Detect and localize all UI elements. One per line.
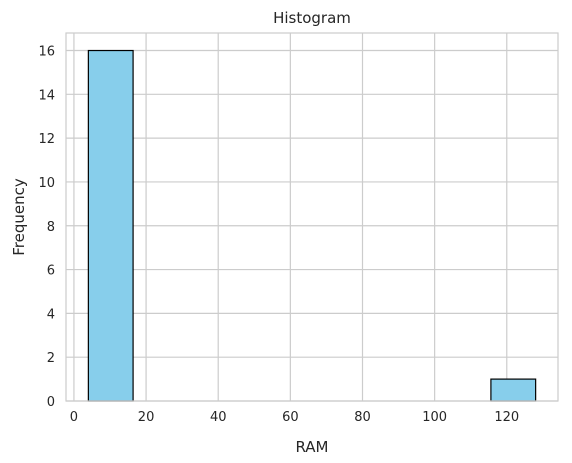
- y-tick-label: 12: [38, 132, 55, 147]
- bars: [87, 49, 537, 402]
- x-tick-labels: 0 20 40 60 80 100 120: [70, 410, 519, 425]
- y-tick-label: 0: [47, 395, 55, 410]
- y-tick-labels: 0 2 4 6 8 10 12 14 16: [38, 45, 55, 410]
- x-tick-label: 60: [282, 410, 299, 425]
- y-tick-label: 8: [47, 220, 55, 235]
- plot-frame: [65, 32, 559, 402]
- y-tick-label: 14: [38, 88, 55, 103]
- x-tick-label: 100: [422, 410, 447, 425]
- y-tick-label: 10: [38, 176, 55, 191]
- x-tick-label: 40: [210, 410, 227, 425]
- histogram-bar: [87, 49, 134, 402]
- x-tick-label: 0: [70, 410, 78, 425]
- histogram-bar: [490, 378, 537, 402]
- x-tick-label: 20: [138, 410, 155, 425]
- chart-title: Histogram: [273, 9, 351, 27]
- y-tick-label: 2: [47, 351, 55, 366]
- y-tick-label: 4: [47, 307, 55, 322]
- y-axis-label: Frequency: [10, 178, 28, 256]
- y-tick-label: 6: [47, 264, 55, 279]
- x-tick-label: 80: [354, 410, 371, 425]
- x-tick-label: 120: [494, 410, 519, 425]
- grid: [66, 33, 558, 402]
- y-tick-label: 16: [38, 45, 55, 60]
- x-axis-label: RAM: [295, 438, 328, 456]
